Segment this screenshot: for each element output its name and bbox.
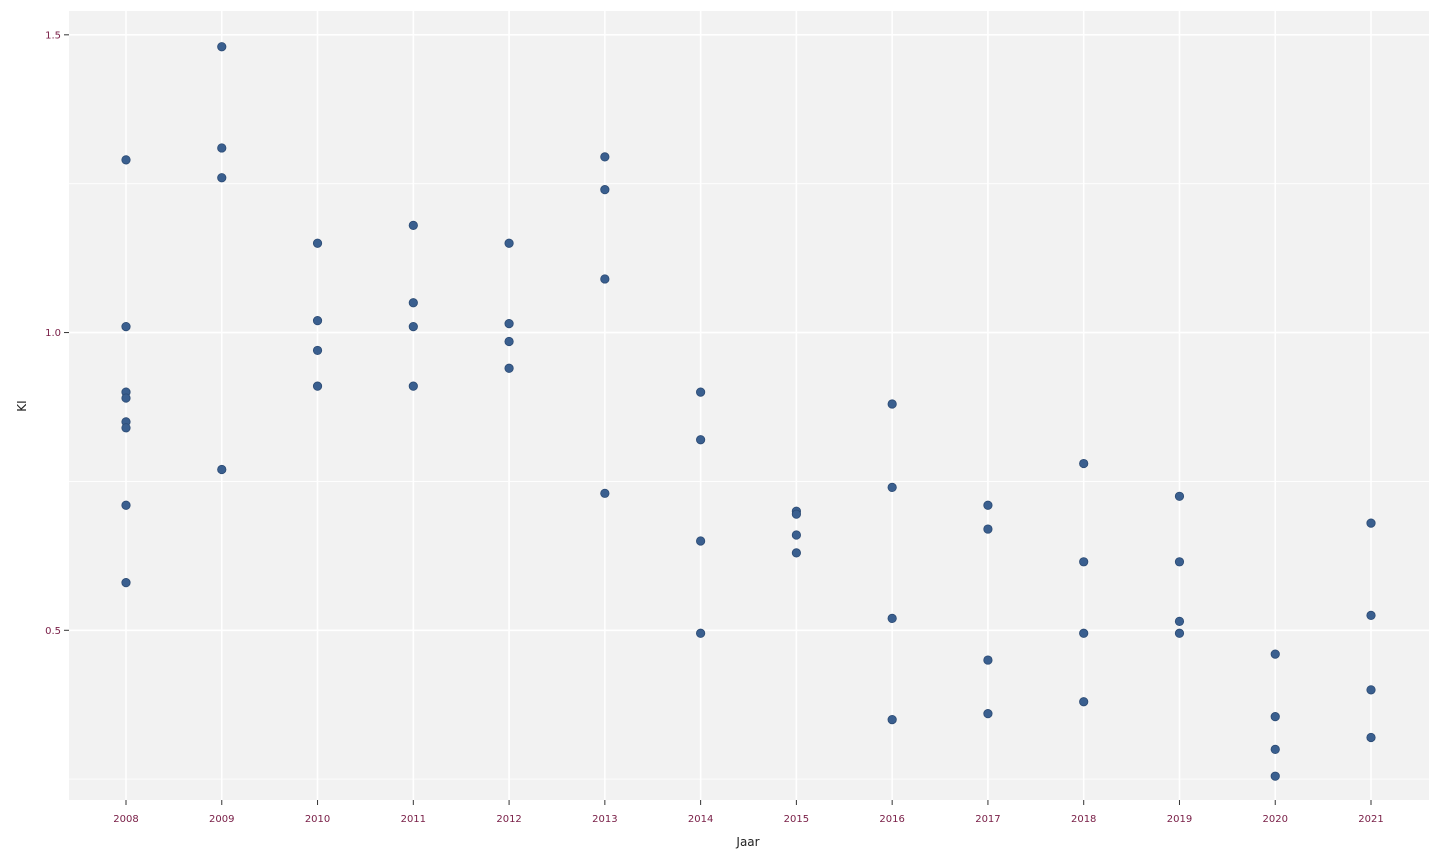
data-points: [121, 42, 1376, 781]
plot-panel: [69, 11, 1429, 800]
data-point: [1079, 697, 1089, 707]
data-point: [312, 345, 323, 356]
data-point: [121, 393, 131, 403]
data-point: [696, 387, 706, 397]
data-point: [504, 363, 514, 373]
data-point: [408, 298, 418, 308]
y-tick-label: 1.0: [45, 328, 61, 339]
data-point: [408, 220, 418, 230]
x-tick-label: 2017: [975, 814, 1000, 825]
data-point: [791, 530, 801, 540]
data-point: [1079, 628, 1089, 638]
data-point: [791, 548, 801, 558]
data-point: [1174, 628, 1185, 638]
x-tick-label: 2010: [305, 814, 330, 825]
data-point: [312, 238, 323, 248]
data-point: [1174, 557, 1185, 567]
data-point: [217, 173, 227, 183]
data-point: [1174, 491, 1185, 501]
data-point: [121, 321, 131, 332]
data-point: [983, 655, 993, 665]
x-tick-label: 2014: [688, 814, 713, 825]
data-point: [312, 381, 323, 391]
data-point: [504, 238, 514, 248]
data-point: [1174, 616, 1185, 626]
data-point: [1270, 649, 1280, 659]
x-tick-label: 2012: [496, 814, 521, 825]
data-point: [1270, 744, 1280, 754]
x-tick-label: 2018: [1071, 814, 1096, 825]
data-point: [600, 488, 610, 498]
data-point: [696, 435, 706, 445]
x-tick-label: 2016: [879, 814, 904, 825]
data-point: [504, 336, 514, 347]
data-point: [1270, 771, 1280, 781]
data-point: [217, 42, 227, 52]
data-point: [983, 709, 993, 719]
data-point: [887, 715, 897, 725]
grid-lines: [69, 11, 1429, 800]
data-point: [1366, 518, 1376, 528]
data-point: [983, 524, 993, 534]
y-axis: 0.5 1.0 1.5: [45, 30, 69, 637]
data-point: [1079, 557, 1089, 567]
data-point: [312, 316, 323, 326]
data-point: [408, 321, 418, 332]
y-tick-label: 0.5: [45, 626, 61, 637]
data-point: [791, 509, 801, 519]
data-point: [696, 536, 706, 546]
data-point: [1366, 610, 1376, 621]
data-point: [983, 500, 993, 510]
x-tick-label: 2013: [592, 814, 617, 825]
x-axis: 2008 2009 2010 2011 2012 2013 2014 2015 2016 2017…: [113, 800, 1384, 825]
data-point: [121, 423, 131, 433]
x-tick-label: 2020: [1263, 814, 1288, 825]
x-tick-label: 2009: [209, 814, 234, 825]
x-tick-label: 2011: [401, 814, 426, 825]
data-point: [696, 628, 706, 638]
data-point: [600, 185, 610, 195]
y-axis-title: KI: [15, 400, 29, 411]
data-point: [217, 464, 227, 475]
data-point: [121, 578, 131, 588]
data-point: [1270, 712, 1280, 722]
x-tick-label: 2019: [1167, 814, 1192, 825]
data-point: [121, 155, 131, 165]
data-point: [1366, 732, 1376, 743]
data-point: [408, 381, 418, 391]
x-tick-label: 2021: [1358, 814, 1383, 825]
data-point: [217, 143, 227, 153]
x-tick-label: 2008: [113, 814, 138, 825]
x-tick-label: 2015: [784, 814, 809, 825]
x-axis-title: Jaar: [735, 835, 759, 849]
data-point: [600, 274, 610, 284]
data-point: [121, 500, 131, 510]
data-point: [600, 152, 610, 162]
data-point: [504, 319, 514, 329]
data-point: [887, 399, 897, 409]
data-point: [887, 613, 897, 623]
data-point: [1366, 685, 1376, 695]
y-tick-label: 1.5: [45, 30, 61, 41]
data-point: [887, 482, 897, 492]
data-point: [1079, 458, 1089, 469]
